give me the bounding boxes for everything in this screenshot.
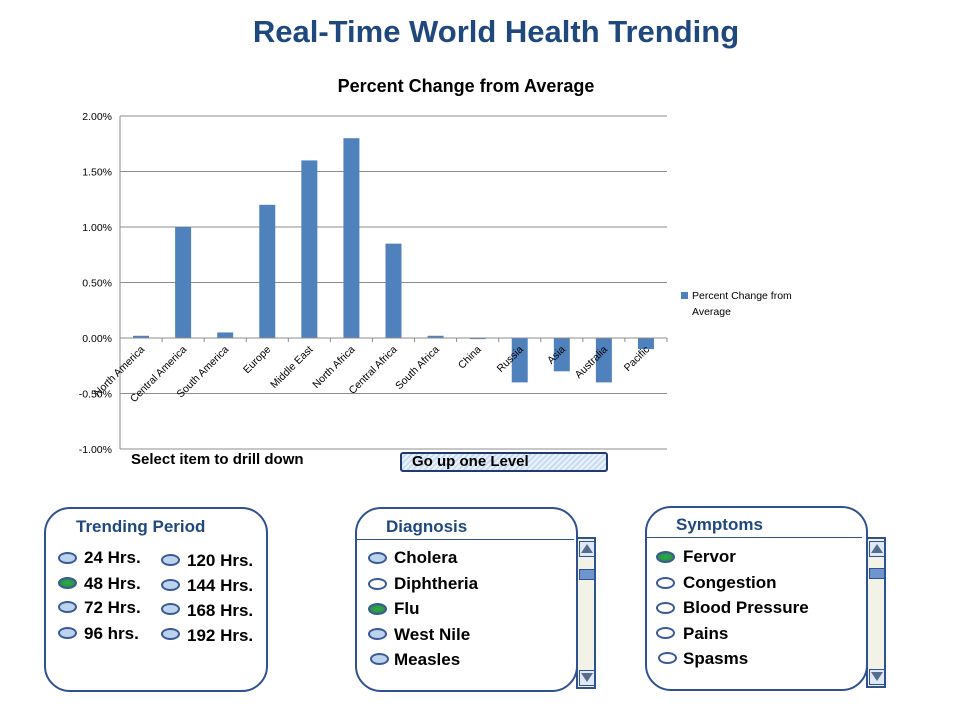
bar-south-africa[interactable] (427, 335, 444, 338)
radio-button-icon[interactable] (161, 628, 180, 640)
diagnosis-title: Diagnosis (386, 517, 468, 536)
radio-button-icon[interactable] (368, 578, 387, 590)
diagnosis-option-label[interactable]: Flu (394, 599, 420, 618)
symptoms-option-label[interactable]: Pains (683, 624, 729, 643)
radio-button-icon[interactable] (58, 577, 77, 589)
bar-central-america[interactable] (175, 227, 192, 338)
y-tick-label: 2.00% (82, 111, 112, 123)
arrow-down-icon[interactable] (579, 670, 595, 686)
bar-russia[interactable] (511, 338, 528, 383)
diagnosis-option-label[interactable]: West Nile (394, 625, 471, 644)
bar-australia[interactable] (595, 338, 612, 383)
radio-button-icon[interactable] (161, 603, 180, 615)
y-tick-label: -1.00% (79, 444, 112, 456)
radio-button-icon[interactable] (368, 628, 387, 640)
symptoms-divider (647, 537, 862, 538)
radio-button-icon[interactable] (656, 577, 675, 589)
trending-option-label[interactable]: 120 Hrs. (187, 551, 254, 570)
trending-option-label[interactable]: 48 Hrs. (84, 574, 141, 593)
page-title: Real-Time World Health Trending (252, 14, 740, 49)
category-label[interactable]: South Africa (393, 344, 442, 393)
y-tick-label: 1.00% (82, 222, 112, 234)
bar-asia[interactable] (553, 338, 570, 372)
radio-button-icon[interactable] (368, 552, 387, 564)
radio-button-icon[interactable] (370, 653, 389, 665)
bar-pacific[interactable] (637, 338, 654, 350)
arrow-up-icon[interactable] (869, 541, 885, 557)
chart-title: Percent Change from Average (338, 76, 595, 96)
radio-button-icon[interactable] (658, 652, 677, 664)
bar-middle-east[interactable] (301, 160, 318, 338)
diagnosis-panel (355, 507, 578, 692)
radio-button-icon[interactable] (58, 627, 77, 639)
radio-button-icon[interactable] (656, 602, 675, 614)
radio-button-icon[interactable] (656, 551, 675, 563)
y-tick-label: -0.50% (79, 389, 112, 401)
radio-button-icon[interactable] (161, 554, 180, 566)
bar-central-africa[interactable] (385, 243, 402, 338)
drill-down-label: Select item to drill down (131, 451, 304, 468)
diagnosis-divider (357, 539, 574, 540)
category-label[interactable]: Pacific (622, 344, 652, 374)
trending-option-label[interactable]: 72 Hrs. (84, 598, 141, 617)
bar-chart: Percent Change from Average -1.00% -0.50%… (79, 76, 792, 456)
trending-period-title: Trending Period (76, 517, 206, 536)
category-label[interactable]: Middle East (268, 344, 315, 391)
bar-north-america[interactable] (133, 335, 150, 338)
y-tick-label: 0.50% (82, 278, 112, 290)
y-tick-label: 1.50% (82, 167, 112, 179)
trending-option-label[interactable]: 96 hrs. (84, 624, 139, 643)
symptoms-scroll-thumb[interactable] (869, 568, 885, 579)
diagnosis-scroll-thumb[interactable] (579, 569, 595, 580)
symptoms-option-label[interactable]: Spasms (683, 649, 749, 668)
category-label[interactable]: China (456, 344, 484, 372)
diagnosis-option-label[interactable]: Measles (394, 650, 461, 669)
category-label[interactable]: Europe (241, 344, 274, 377)
symptoms-option-label[interactable]: Fervor (683, 547, 736, 566)
go-up-level-button[interactable]: Go up one Level (400, 452, 608, 472)
diagnosis-option-label[interactable]: Diphtheria (394, 574, 479, 593)
bar-north-africa[interactable] (343, 138, 360, 338)
radio-button-icon[interactable] (58, 601, 77, 613)
radio-button-icon[interactable] (656, 627, 675, 639)
legend-swatch (681, 292, 688, 299)
diagnosis-scrollbar[interactable] (576, 537, 596, 689)
trending-option-label[interactable]: 24 Hrs. (84, 548, 141, 567)
legend: Percent Change from Average (681, 290, 792, 318)
trending-period-panel (44, 507, 268, 692)
trending-option-label[interactable]: 168 Hrs. (187, 601, 254, 620)
symptoms-option-label[interactable]: Blood Pressure (683, 598, 809, 617)
trending-option-label[interactable]: 192 Hrs. (187, 626, 254, 645)
arrow-down-icon[interactable] (869, 669, 885, 685)
trending-option-label[interactable]: 144 Hrs. (187, 576, 254, 595)
radio-button-icon[interactable] (161, 579, 180, 591)
radio-button-icon[interactable] (368, 603, 387, 615)
bar-south-america[interactable] (217, 332, 234, 338)
bar-china[interactable] (469, 338, 486, 340)
arrow-up-icon[interactable] (579, 541, 595, 557)
diagnosis-option-label[interactable]: Cholera (394, 548, 458, 567)
legend-label-line-2: Average (692, 306, 731, 318)
radio-button-icon[interactable] (58, 552, 77, 564)
symptoms-scrollbar[interactable] (866, 537, 886, 688)
bar-europe[interactable] (259, 204, 276, 338)
symptoms-option-label[interactable]: Congestion (683, 573, 777, 592)
legend-label-line-1: Percent Change from (692, 290, 792, 302)
y-tick-label: 0.00% (82, 333, 112, 345)
symptoms-title: Symptoms (676, 515, 763, 534)
